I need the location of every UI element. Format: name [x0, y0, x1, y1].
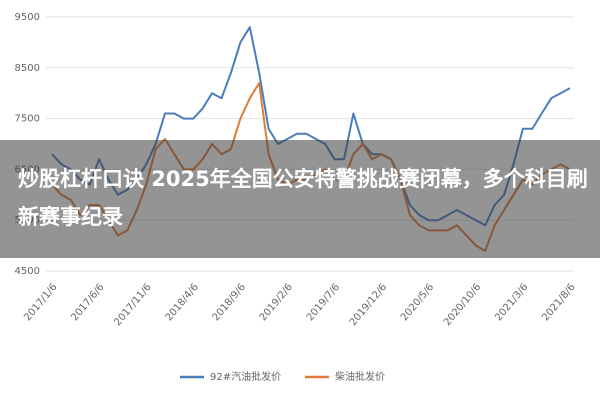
legend-label: 92#汽油批发价 — [210, 370, 281, 383]
y-tick-label: 4500 — [15, 266, 40, 277]
y-tick-label: 9500 — [15, 12, 40, 23]
y-tick-label: 7500 — [15, 114, 40, 125]
x-tick-label: 2017/11/6 — [112, 282, 153, 328]
x-tick-label: 2021/8/6 — [540, 282, 577, 323]
x-tick-label: 2019/12/6 — [348, 282, 389, 328]
x-tick-label: 2019/7/6 — [305, 282, 342, 323]
x-tick-label: 2021/3/6 — [493, 282, 530, 323]
caption-band — [0, 140, 600, 258]
x-tick-label: 2017/1/6 — [22, 282, 59, 323]
x-tick-label: 2020/5/6 — [399, 282, 436, 323]
x-tick-label: 2018/4/6 — [164, 282, 201, 323]
x-tick-label: 2017/6/6 — [69, 282, 106, 323]
caption: 炒股杠杆口诀 2025年全国公安特警挑战赛闭幕，多个科目刷新赛事纪录 — [18, 167, 588, 229]
x-tick-label: 2018/9/6 — [211, 282, 248, 323]
y-tick-label: 8500 — [15, 63, 40, 74]
x-tick-label: 2020/10/6 — [442, 282, 483, 328]
x-tick-label: 2019/2/6 — [258, 282, 295, 323]
legend-label: 柴油批发价 — [335, 370, 385, 383]
